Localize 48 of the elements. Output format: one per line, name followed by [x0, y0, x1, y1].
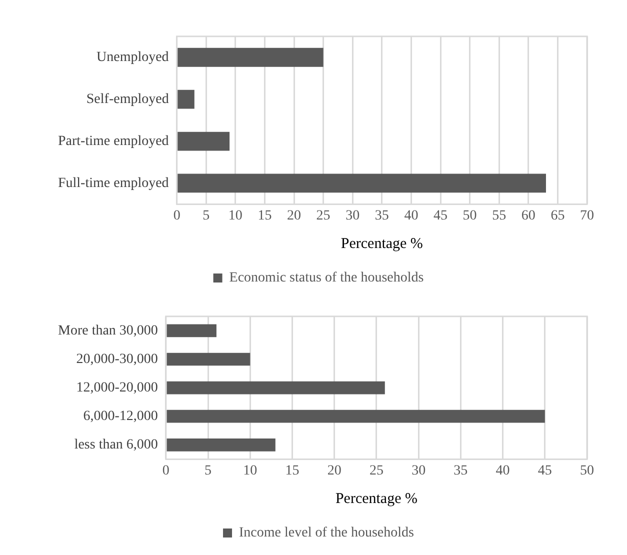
- bar: [166, 381, 385, 394]
- x-tick-label: 45: [538, 463, 552, 478]
- x-tick-label: 0: [173, 208, 180, 224]
- x-tick-label: 0: [162, 463, 170, 478]
- x-tick-label: 10: [243, 463, 258, 478]
- bar: [178, 174, 546, 193]
- x-tick-label: 10: [228, 208, 242, 224]
- x-tick-label: 5: [204, 463, 212, 478]
- bar: [166, 324, 216, 338]
- x-tick-label: 50: [580, 463, 594, 478]
- x-tick-label: 5: [202, 208, 210, 224]
- x-tick-label: 70: [580, 208, 594, 224]
- y-tick-label: 6,000-12,000: [83, 409, 158, 424]
- y-tick-label: Part-time employed: [58, 134, 169, 149]
- x-tick-label: 65: [550, 208, 565, 224]
- y-tick-label: Full-time employed: [58, 176, 169, 191]
- bar: [178, 90, 194, 109]
- x-tick-label: 30: [346, 208, 360, 224]
- x-tick-label: 45: [434, 208, 448, 224]
- x-tick-label: 30: [412, 463, 426, 478]
- x-tick-label: 25: [369, 463, 384, 478]
- y-tick-label: Unemployed: [96, 50, 169, 66]
- bar: [166, 438, 276, 452]
- legend-label: Income level of the households: [239, 526, 414, 541]
- bar: [178, 48, 324, 67]
- x-tick-label: 20: [327, 463, 342, 478]
- x-tick-label: 50: [462, 208, 477, 224]
- x-tick-label: 40: [496, 463, 510, 478]
- x-tick-label: 35: [454, 463, 468, 478]
- x-tick-label: 35: [374, 208, 389, 224]
- y-tick-label: 20,000-30,000: [76, 352, 158, 367]
- x-tick-label: 25: [316, 208, 330, 224]
- x-tick-label: 60: [521, 208, 536, 224]
- y-tick-label: More than 30,000: [58, 323, 158, 338]
- y-tick-label: less than 6,000: [74, 438, 158, 453]
- x-tick-label: 40: [404, 208, 418, 224]
- y-tick-label: Self-employed: [86, 92, 169, 107]
- x-tick-label: 20: [287, 208, 302, 224]
- x-tick-label: 55: [492, 208, 506, 224]
- x-axis-title: Percentage %: [340, 236, 423, 252]
- x-axis-title: Percentage %: [335, 490, 418, 507]
- y-tick-label: 12,000-20,000: [76, 380, 158, 396]
- legend-label: Economic status of the households: [229, 270, 424, 286]
- x-tick-label: 15: [285, 463, 300, 478]
- bar: [166, 352, 250, 366]
- bar: [178, 132, 230, 151]
- x-tick-label: 15: [258, 208, 272, 224]
- bar: [166, 410, 545, 423]
